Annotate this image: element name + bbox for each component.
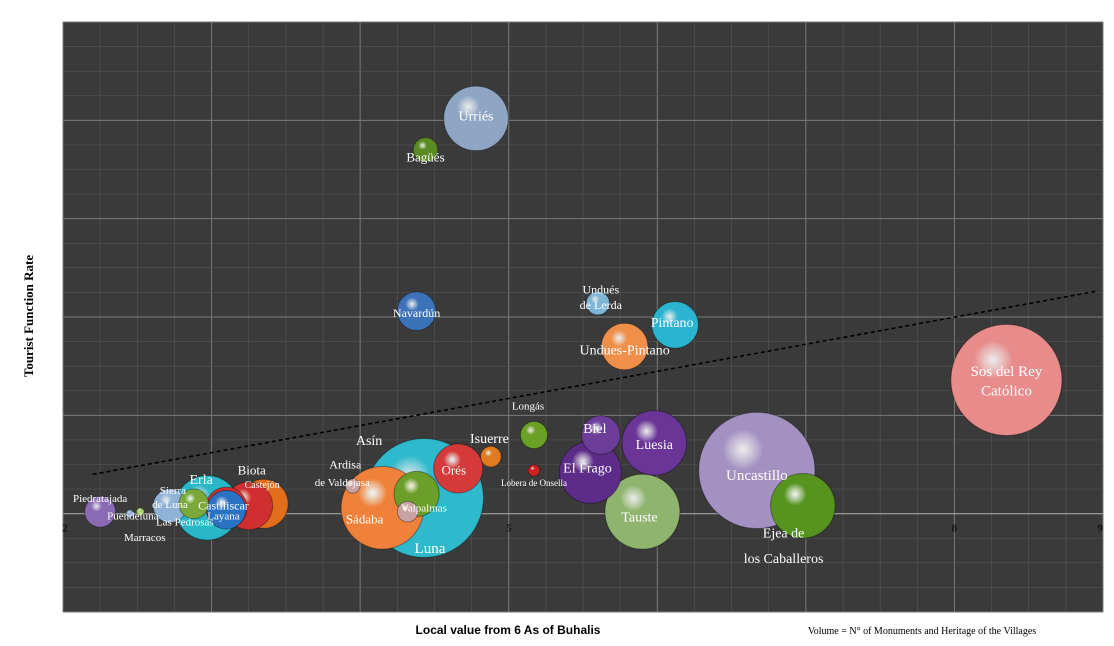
- bubble-label: de Valdejasa: [315, 477, 370, 489]
- bubble-label: Uncastillo: [726, 468, 788, 484]
- bubble-group: [84, 85, 1063, 558]
- bubble-navard-n: [396, 291, 437, 331]
- bubble-puendeluna: [125, 509, 135, 519]
- bubble-luesia: [621, 410, 688, 476]
- bubble-lobera-de-onsella: [527, 464, 541, 477]
- bubble-pintano: [651, 301, 699, 349]
- bubble-label: Ejea de: [763, 526, 805, 541]
- bubble-piedratajada: [84, 495, 117, 528]
- bubble-label: Biota: [238, 462, 266, 477]
- bubble-label: Piedratajada: [73, 493, 127, 505]
- x-axis-label: Local value from 6 As of Buhalis: [416, 623, 601, 637]
- bubble-label: Católico: [981, 384, 1032, 400]
- y-tick-label: 150: [42, 214, 59, 226]
- bubble-label: Undues-Pintano: [579, 343, 669, 358]
- y-tick-label: 0: [53, 509, 59, 521]
- bubble-label: Erla: [190, 473, 214, 488]
- bubble-label: Undués: [582, 282, 619, 296]
- bubble-label: de Lerda: [580, 298, 623, 312]
- bubble-label: Puendeluna: [107, 511, 158, 523]
- bubble-label: El Frago: [563, 461, 612, 476]
- bubble-undues-pintano: [600, 322, 649, 371]
- bubble-or-s: [433, 443, 484, 494]
- bubble-label: Navardún: [393, 306, 440, 320]
- bubble-label: Las Pedrosas: [156, 516, 214, 528]
- bubble-long-s: [519, 420, 549, 450]
- bubble-label: Pintano: [651, 316, 694, 331]
- bubble-label: Luesia: [636, 438, 674, 453]
- y-axis-label: Tourist Function Rate: [21, 255, 36, 378]
- y-tick-label: -50: [43, 607, 58, 619]
- bubble-label: Sierra: [160, 485, 186, 497]
- x-tick-label: 9: [1098, 523, 1104, 535]
- y-tick-label: 250: [42, 17, 59, 29]
- bubble-label: Tauste: [621, 511, 657, 526]
- bubble-marracos: [135, 507, 145, 517]
- bubble-label: Urriés: [459, 109, 494, 124]
- bubble-undu-s-de-lerda: [585, 291, 610, 316]
- bubble-valpalmas: [396, 500, 419, 523]
- y-tick-label: 200: [42, 115, 59, 127]
- trendline: [92, 290, 1096, 476]
- bubble-label: Isuerre: [470, 432, 509, 447]
- bubble-biel: [580, 415, 621, 455]
- bubble-sos-del-rey-cat-lico: [950, 323, 1063, 436]
- bubble-label: Asín: [356, 434, 382, 449]
- trendline-group: [92, 290, 1096, 476]
- bubble-ejea-de-los-caballeros: [770, 473, 836, 539]
- x-tick-label: 8: [952, 523, 958, 535]
- volume-note: Volume = N° of Monuments and Heritage of…: [808, 626, 1036, 637]
- y-tick-label: 100: [42, 312, 59, 324]
- x-tick-label: 2: [62, 523, 68, 535]
- bubble-las-pedrosas: [178, 488, 210, 520]
- bubble-label: Longás: [512, 400, 544, 412]
- bubble-label: Layana: [207, 511, 239, 523]
- bubble-isuerre: [480, 445, 502, 468]
- bubble-label: Sos del Rey: [971, 364, 1043, 380]
- bubble-tauste: [604, 473, 681, 550]
- bubble-label: Sádaba: [346, 512, 384, 527]
- bubble-bag-s: [412, 137, 439, 163]
- bubble-label: los Caballeros: [744, 552, 824, 567]
- bubble-label: Valpalmas: [401, 503, 447, 515]
- bubble-labels: Urriés Bagüés Navardún Undués de Lerda Pintan…: [73, 109, 1043, 566]
- bubble-label: de Luna: [152, 499, 188, 511]
- y-tick-label: 50: [47, 410, 59, 422]
- bubble-label: Ardisa: [329, 457, 362, 471]
- bubble-label: Biel: [583, 422, 606, 437]
- bubble-label: Castiliscar: [198, 499, 249, 513]
- x-tick-label: 5: [506, 523, 512, 535]
- bubble-urri-s: [443, 85, 509, 152]
- bubble-label: Luna: [415, 541, 446, 557]
- bubble-label: Orés: [441, 462, 466, 477]
- bubble-ardisa-de-valdejasa: [345, 478, 361, 494]
- bubble-label: Lobera de Onsella: [501, 478, 567, 488]
- bubble-label: Castejón: [245, 480, 280, 491]
- bubble-label: Marracos: [124, 532, 166, 544]
- bubble-label: Bagüés: [406, 150, 444, 165]
